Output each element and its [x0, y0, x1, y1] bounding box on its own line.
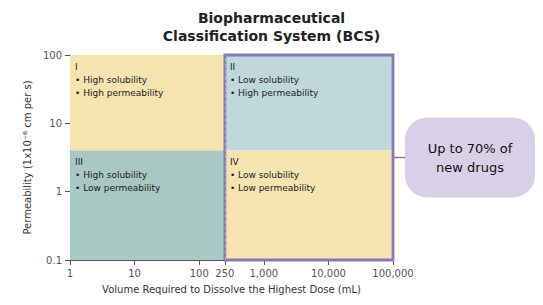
svg-text:• Low solubility: • Low solubility: [230, 170, 300, 180]
svg-text:10,000: 10,000: [311, 268, 346, 279]
svg-text:100,000: 100,000: [372, 268, 413, 279]
svg-text:• High permeability: • High permeability: [230, 88, 319, 98]
svg-text:I: I: [75, 62, 78, 72]
svg-text:• High solubility: • High solubility: [75, 170, 148, 180]
svg-text:Classification System (BCS): Classification System (BCS): [163, 28, 380, 44]
svg-text:Up to 70% of: Up to 70% of: [428, 141, 513, 156]
svg-text:• Low permeability: • Low permeability: [230, 183, 316, 193]
svg-text:Biopharmaceutical: Biopharmaceutical: [198, 10, 345, 26]
svg-text:• High solubility: • High solubility: [75, 75, 148, 85]
svg-text:II: II: [230, 62, 235, 72]
svg-text:• Low permeability: • Low permeability: [75, 183, 161, 193]
svg-text:III: III: [75, 157, 83, 167]
svg-text:IV: IV: [230, 157, 240, 167]
svg-text:• High permeability: • High permeability: [75, 88, 164, 98]
svg-text:Volume Required to Dissolve th: Volume Required to Dissolve the Highest …: [102, 284, 361, 295]
svg-text:• Low solubility: • Low solubility: [230, 75, 300, 85]
svg-text:250: 250: [215, 268, 234, 279]
svg-text:new drugs: new drugs: [436, 160, 504, 175]
svg-text:10: 10: [49, 118, 62, 129]
svg-text:Permeability (1x10⁻⁶ cm per s): Permeability (1x10⁻⁶ cm per s): [22, 80, 33, 234]
svg-text:10: 10: [128, 268, 141, 279]
svg-text:100: 100: [190, 268, 209, 279]
svg-text:1: 1: [67, 268, 73, 279]
svg-text:1,000: 1,000: [249, 268, 278, 279]
svg-text:1: 1: [56, 186, 62, 197]
svg-text:0.1: 0.1: [46, 255, 62, 266]
svg-text:100: 100: [43, 50, 62, 61]
